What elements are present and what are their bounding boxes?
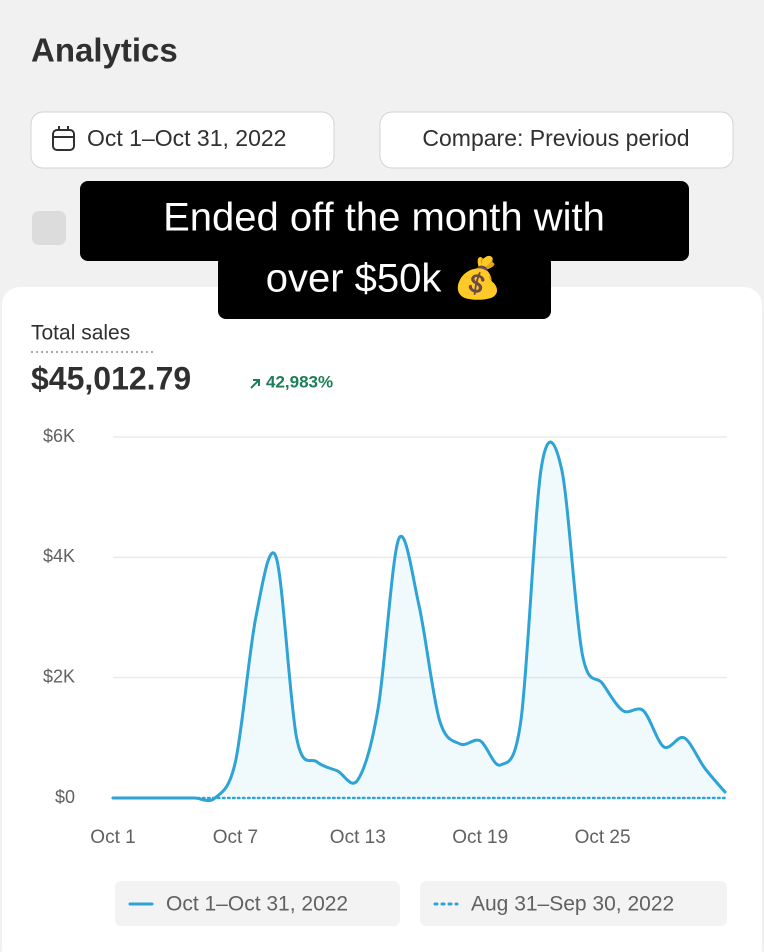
legend-label: Aug 31–Sep 30, 2022: [471, 893, 674, 916]
page-title: Analytics: [31, 32, 178, 69]
metric-change: 42,983%: [266, 372, 333, 391]
area-fill: [113, 442, 725, 801]
date-range[interactable]: Oct 1–Oct 31, 2022: [87, 125, 286, 151]
caption-box: [218, 255, 551, 319]
caption-line: Ended off the month with: [163, 196, 605, 240]
legend-item: [420, 881, 727, 926]
y-tick-label: $6K: [43, 426, 75, 446]
y-tick-label: $2K: [43, 666, 75, 686]
checkbox[interactable]: [32, 211, 66, 245]
caption-line: over $50k 💰: [266, 255, 503, 302]
x-tick-label: Oct 1: [90, 827, 135, 848]
date-button[interactable]: [30, 111, 335, 169]
y-tick-label: $4K: [43, 546, 75, 566]
series-line: [111, 440, 727, 803]
x-tick-label: Oct 13: [330, 827, 386, 848]
y-tick-label: $0: [55, 787, 75, 807]
trend-arrow: [250, 379, 260, 389]
calendar-icon: [52, 126, 75, 151]
legend-label: Oct 1–Oct 31, 2022: [166, 893, 348, 916]
x-tick-label: Oct 19: [452, 827, 508, 848]
card: [2, 287, 762, 952]
legend-item: [115, 881, 400, 926]
metric-label: Total sales: [31, 322, 130, 345]
metric-value: $45,012.79: [31, 360, 191, 396]
caption-box: [80, 181, 689, 261]
x-tick-label: Oct 25: [575, 827, 631, 848]
compare-label[interactable]: Compare: Previous period: [422, 125, 689, 151]
compare-button[interactable]: [379, 111, 734, 169]
x-tick-label: Oct 7: [213, 827, 258, 848]
